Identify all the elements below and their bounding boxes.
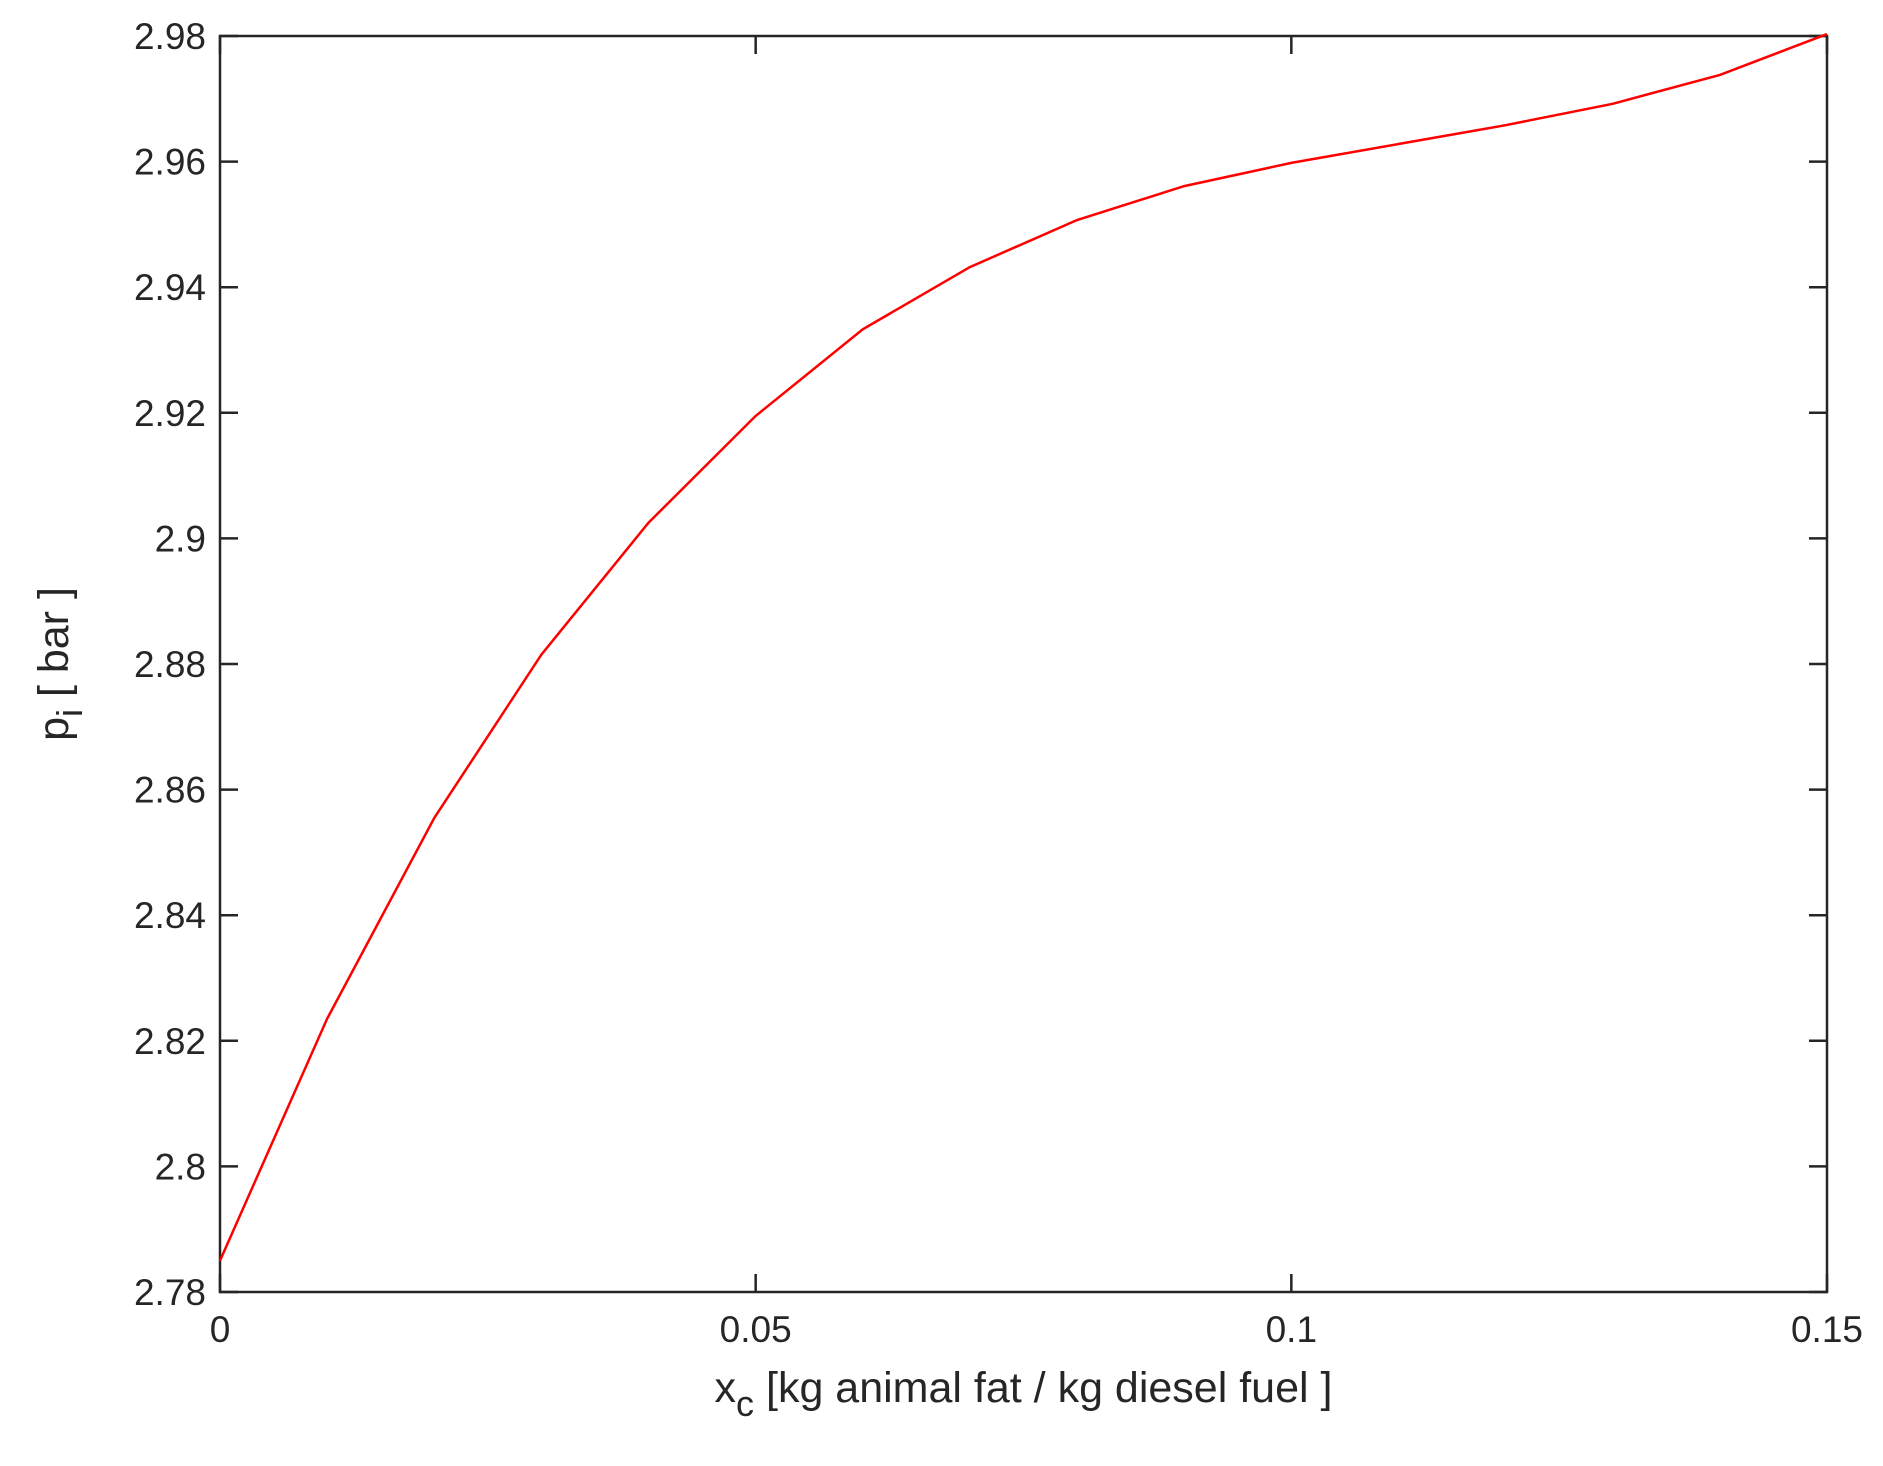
y-tick-label: 2.92 [134, 393, 206, 434]
x-tick-label: 0.1 [1266, 1309, 1317, 1350]
x-tick-label: 0 [210, 1309, 231, 1350]
y-tick-labels: 2.78 2.8 2.82 2.84 2.86 2.88 2.9 2.92 2.94 2.96 2.… [134, 16, 206, 1313]
y-axis-label: pi [ bar ] [30, 587, 90, 741]
x-tick-label: 0.05 [720, 1309, 792, 1350]
y-tick-label: 2.98 [134, 16, 206, 57]
y-tick-label: 2.86 [134, 770, 206, 811]
y-axis-label-subscript: i [49, 709, 90, 717]
plot-frame [218, 34, 1829, 1294]
y-tick-label: 2.8 [155, 1146, 206, 1187]
x-axis-label-main: x [715, 1364, 737, 1412]
y-tick-label: 2.78 [134, 1272, 206, 1313]
x-tick-labels: 0 0.05 0.1 0.15 [210, 1309, 1863, 1350]
y-axis-label-unit: [ bar ] [30, 587, 78, 709]
series-line [218, 32, 1828, 1262]
x-axis-label: xc [kg animal fat / kg diesel fuel ] [715, 1364, 1333, 1424]
y-tick-label: 2.88 [134, 644, 206, 685]
y-axis-label-main: p [30, 717, 78, 741]
x-tick-label: 0.15 [1791, 1309, 1863, 1350]
y-tick-label: 2.82 [134, 1021, 206, 1062]
x-axis-label-unit: [kg animal fat / kg diesel fuel ] [754, 1364, 1332, 1412]
y-tick-label: 2.84 [134, 895, 206, 936]
y-tick-label: 2.96 [134, 142, 206, 183]
axis-ticks [218, 34, 1829, 1294]
x-axis-label-subscript: c [736, 1383, 754, 1424]
y-tick-label: 2.94 [134, 267, 206, 308]
y-tick-label: 2.9 [155, 518, 206, 559]
